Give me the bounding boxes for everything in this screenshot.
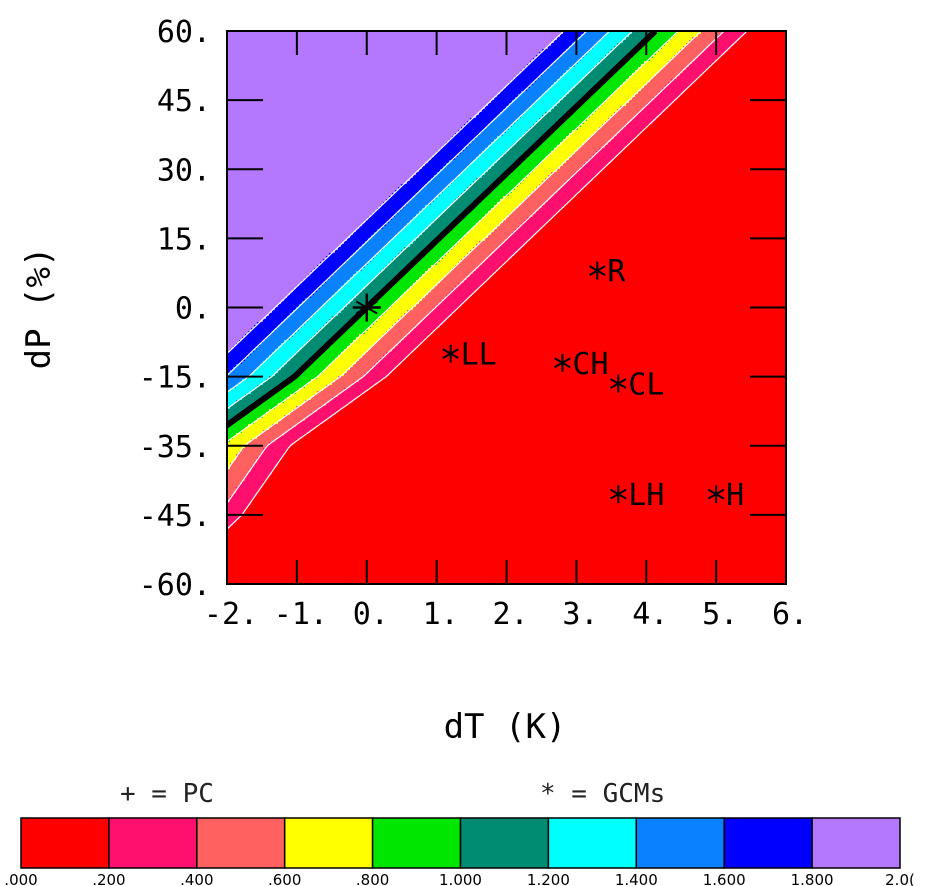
pc-marker xyxy=(352,293,381,322)
x-tick-label: -1. xyxy=(274,597,328,632)
colorbar-label: .600 xyxy=(268,871,301,886)
colorbar-label: 1.200 xyxy=(527,871,570,886)
y-tick-label: 60. xyxy=(157,15,211,50)
legend-pc: + = PC xyxy=(120,779,214,809)
x-tick-label: -2. xyxy=(204,597,258,632)
y-tick-label: -15. xyxy=(139,361,211,396)
colorbar-label: 1.000 xyxy=(439,871,482,886)
gcm-marker-label: H xyxy=(726,478,744,513)
colorbar-label: .200 xyxy=(92,871,125,886)
contour-line xyxy=(227,31,633,410)
colorbar-swatch xyxy=(20,817,110,869)
x-tick-label: 4. xyxy=(632,597,668,632)
x-tick-label: 0. xyxy=(353,597,389,632)
gcm-marker xyxy=(610,374,627,393)
x-tick-label: 2. xyxy=(492,597,528,632)
contour-line xyxy=(227,31,748,531)
colorbar-label: 1.600 xyxy=(703,871,746,886)
colorbar-swatch xyxy=(547,817,638,869)
x-axis-label: dT (K) xyxy=(444,707,567,747)
colorbar-swatch xyxy=(108,817,198,869)
y-tick-label: -35. xyxy=(139,430,211,465)
contour-line xyxy=(227,31,588,377)
colorbar: .000 .200 .400 .600 .800 1.000 1.200 1.400 1.600… xyxy=(4,817,915,886)
colorbar-label: 2.0( xyxy=(885,871,915,886)
y-tick-label: 15. xyxy=(157,222,211,257)
gcm-marker xyxy=(442,344,459,363)
colorbar-swatch xyxy=(283,817,374,869)
contour-line xyxy=(227,31,725,505)
colorbar-swatch xyxy=(635,817,725,869)
colorbar-label: .000 xyxy=(4,871,37,886)
legend-gcm: * = GCMs xyxy=(540,779,665,809)
colorbar-swatch xyxy=(723,817,813,869)
colorbar-label: .800 xyxy=(356,871,389,886)
axes: 60. 45. 30. 15. 0. -15. -35. -45. -60.-2. -1. 0. 1.… xyxy=(139,15,808,632)
contour-line xyxy=(227,31,611,393)
y-tick-label: -45. xyxy=(139,499,211,534)
colorbar-label: .400 xyxy=(180,871,213,886)
gcm-marker xyxy=(610,485,627,504)
gcm-marker-label: R xyxy=(607,255,626,290)
gcm-marker-label: CH xyxy=(572,347,608,382)
y-tick-label: -60. xyxy=(139,568,211,603)
colorbar-swatch xyxy=(459,817,550,869)
x-tick-label: 3. xyxy=(562,597,598,632)
gcm-marker xyxy=(589,261,606,280)
markers: R LL CH CL LH H xyxy=(352,255,744,513)
colorbar-swatch xyxy=(811,817,901,869)
y-tick-label: 30. xyxy=(157,153,211,188)
gcm-marker xyxy=(707,485,725,504)
gcm-marker xyxy=(554,353,571,372)
gcm-marker-label: CL xyxy=(628,368,664,403)
gcm-marker-label: LH xyxy=(628,478,664,513)
contour-plot xyxy=(227,31,786,584)
y-tick-label: 0. xyxy=(175,292,211,327)
contour-line xyxy=(227,31,679,443)
colorbar-label: 1.800 xyxy=(791,871,834,886)
contour-line xyxy=(227,31,702,472)
x-tick-label: 5. xyxy=(702,597,738,632)
y-axis-label: dP (%) xyxy=(19,247,59,370)
colorbar-swatch xyxy=(371,817,462,869)
gcm-marker-label: LL xyxy=(461,338,497,373)
x-tick-label: 1. xyxy=(423,597,459,632)
contour-line xyxy=(227,31,565,355)
colorbar-label: 1.400 xyxy=(615,871,658,886)
y-tick-label: 45. xyxy=(157,84,211,119)
x-tick-label: 6. xyxy=(772,597,808,632)
colorbar-swatch xyxy=(196,817,286,869)
